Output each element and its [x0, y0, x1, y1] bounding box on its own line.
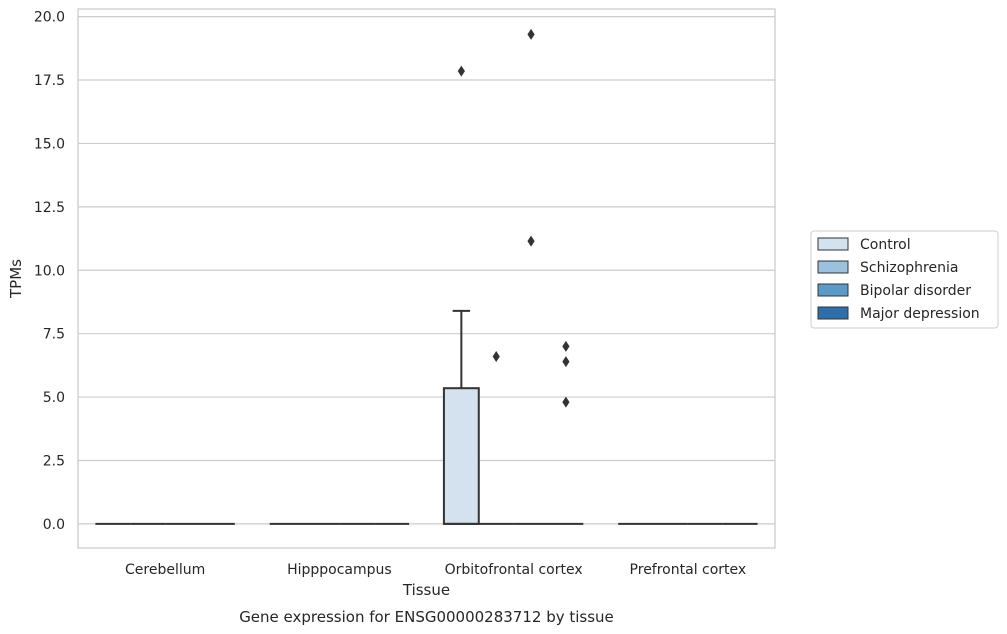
legend: Control Schizophrenia Bipolar disorder Majo…	[810, 230, 999, 329]
x-axis-tick-labels: Cerebellum Hipppocampus Orbitofrontal cort…	[125, 562, 746, 578]
outlier-point	[562, 356, 570, 368]
x-tick-label: Cerebellum	[125, 562, 205, 578]
legend-label: Major depression	[860, 306, 980, 322]
legend-label: Schizophrenia	[860, 260, 958, 276]
legend-label: Bipolar disorder	[860, 283, 971, 299]
box-plot-marks	[95, 28, 758, 525]
y-axis-tick-labels: 0.0 2.5 5.0 7.5 10.0 12.5 15.0 17.5 20.0	[34, 10, 65, 533]
x-tick-label: Prefrontal cortex	[630, 562, 747, 578]
x-axis-label: Tissue	[402, 581, 450, 599]
gridlines	[78, 16, 775, 525]
legend-swatch	[817, 306, 849, 320]
y-tick-label: 2.5	[43, 453, 65, 469]
y-tick-label: 12.5	[34, 200, 65, 216]
legend-swatch	[817, 237, 849, 251]
chart-title: Gene expression for ENSG00000283712 by t…	[239, 608, 614, 626]
x-tick-label: Orbitofrontal cortex	[445, 562, 583, 578]
outlier-point	[527, 235, 535, 247]
y-tick-label: 5.0	[43, 390, 65, 406]
plot-area-frame	[77, 8, 776, 549]
y-tick-label: 20.0	[34, 10, 65, 26]
x-tick-label: Hipppocampus	[287, 562, 392, 578]
legend-frame	[810, 230, 999, 329]
outlier-point	[562, 340, 570, 352]
legend-swatch	[817, 283, 849, 297]
legend-items: Control Schizophrenia Bipolar disorder Majo…	[817, 237, 980, 322]
outlier-point	[457, 65, 465, 77]
y-tick-label: 10.0	[34, 263, 65, 279]
y-tick-label: 15.0	[34, 136, 65, 152]
legend-label: Control	[860, 237, 911, 253]
y-tick-label: 7.5	[43, 327, 65, 343]
y-tick-label: 17.5	[34, 73, 65, 89]
outlier-point	[562, 396, 570, 408]
legend-swatch	[817, 260, 849, 274]
y-axis-label: TPMs	[7, 259, 25, 299]
y-tick-label: 0.0	[43, 517, 65, 533]
outlier-point	[527, 28, 535, 40]
box	[442, 387, 480, 525]
outlier-point	[492, 350, 500, 362]
